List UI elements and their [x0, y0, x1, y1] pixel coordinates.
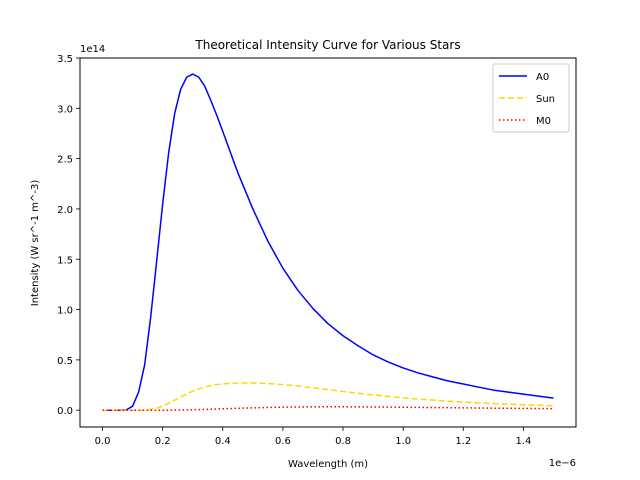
y-axis-label: Intensity (W sr^-1 m^-3): [30, 180, 41, 307]
y-tick-label: 0.5: [57, 356, 73, 367]
y-tick-label: 2.0: [57, 205, 73, 216]
y-tick-label: 1.5: [57, 255, 73, 266]
y-axis-offset-label: 1e14: [80, 44, 105, 55]
legend-label-sun: Sun: [536, 94, 555, 105]
y-tick-label: 1.0: [57, 306, 73, 317]
x-axis-label: Wavelength (m): [288, 459, 368, 470]
series-line-a0: [102, 73, 554, 411]
x-tick-label: 0.0: [95, 436, 111, 447]
y-tick-label: 3.0: [57, 104, 73, 115]
x-tick-label: 1.2: [455, 436, 471, 447]
x-tick-label: 0.8: [335, 436, 351, 447]
legend-label-m0: M0: [536, 116, 551, 127]
series-line-m0: [102, 406, 554, 411]
legend-label-a0: A0: [536, 72, 549, 83]
legend: A0 Sun M0: [492, 63, 570, 133]
x-tick-label: 0.4: [215, 436, 231, 447]
chart-title: Theoretical Intensity Curve for Various …: [194, 38, 460, 52]
y-tick-label: 3.5: [57, 54, 73, 65]
y-tick-label: 0.0: [57, 406, 73, 417]
x-axis-offset-label: 1e−6: [549, 458, 576, 469]
x-tick-label: 1.0: [395, 436, 411, 447]
legend-box: [492, 63, 570, 133]
plot-frame: [79, 57, 577, 428]
series-line-sun: [102, 382, 554, 411]
series-lines: [102, 73, 554, 411]
axis-ticks: 0.0 0.2 0.4 0.6 0.8 1.0 1.2 1.4 0.0 0.5 1.0 1.5 2.0 2…: [57, 54, 531, 447]
y-tick-label: 2.5: [57, 155, 73, 166]
x-tick-label: 0.2: [155, 436, 171, 447]
x-tick-label: 1.4: [515, 436, 531, 447]
x-tick-label: 0.6: [275, 436, 291, 447]
